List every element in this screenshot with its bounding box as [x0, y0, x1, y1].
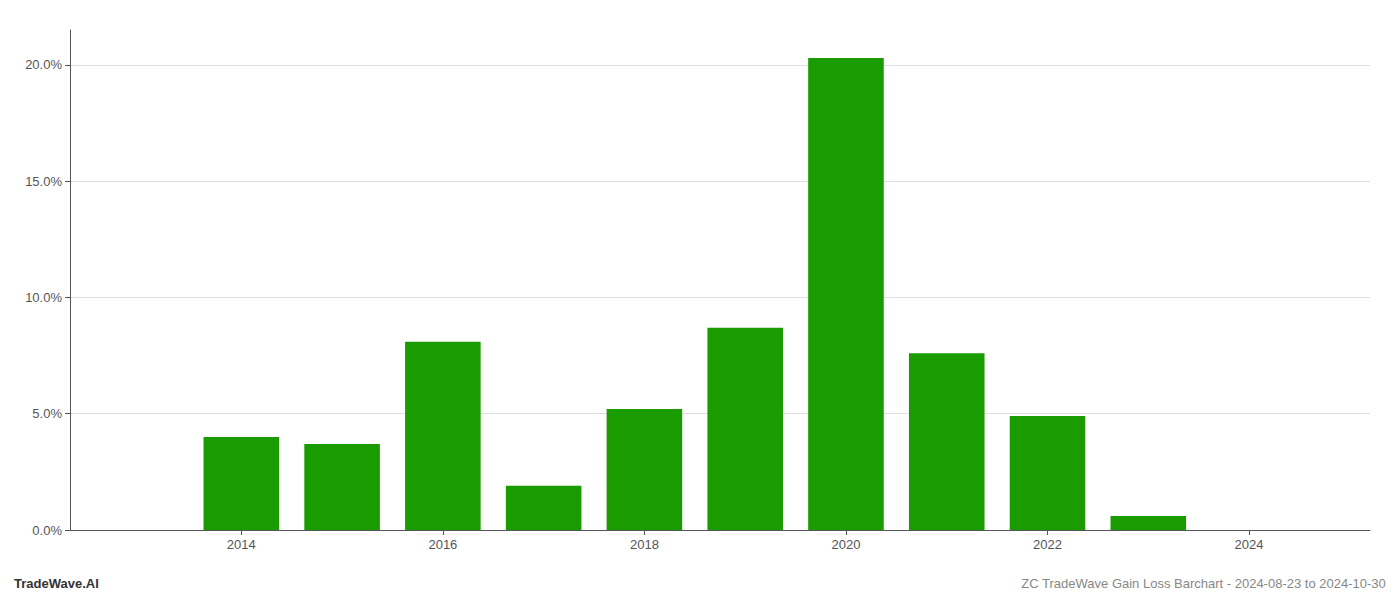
svg-text:2024: 2024 — [1235, 537, 1264, 552]
svg-text:5.0%: 5.0% — [32, 406, 62, 421]
svg-text:20.0%: 20.0% — [25, 57, 62, 72]
svg-text:2016: 2016 — [428, 537, 457, 552]
svg-text:15.0%: 15.0% — [25, 174, 62, 189]
svg-text:TradeWave.AI: TradeWave.AI — [14, 576, 99, 591]
svg-text:10.0%: 10.0% — [25, 290, 62, 305]
svg-text:2014: 2014 — [227, 537, 256, 552]
svg-text:2022: 2022 — [1033, 537, 1062, 552]
svg-text:2018: 2018 — [630, 537, 659, 552]
svg-text:0.0%: 0.0% — [32, 523, 62, 538]
svg-text:ZC TradeWave Gain Loss Barchar: ZC TradeWave Gain Loss Barchart - 2024-0… — [1021, 576, 1385, 591]
svg-text:2020: 2020 — [832, 537, 861, 552]
